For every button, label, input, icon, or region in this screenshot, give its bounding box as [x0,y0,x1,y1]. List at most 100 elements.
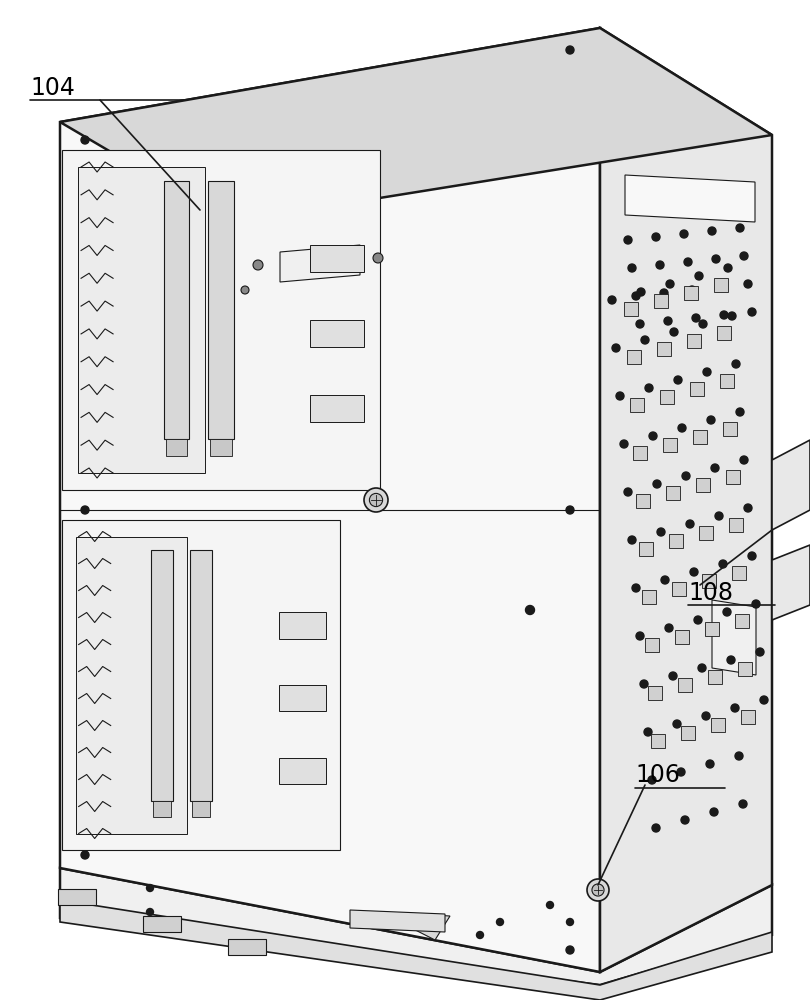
Polygon shape [143,916,181,932]
Circle shape [731,704,739,712]
Circle shape [640,680,648,688]
Circle shape [364,488,388,512]
Polygon shape [630,398,644,412]
Circle shape [373,253,383,263]
Circle shape [587,879,609,901]
Polygon shape [705,622,719,636]
Circle shape [592,884,604,896]
Circle shape [608,296,616,304]
Circle shape [684,258,692,266]
Circle shape [740,252,748,260]
Circle shape [727,656,735,664]
Circle shape [566,506,574,514]
Polygon shape [712,600,756,675]
Circle shape [732,360,740,368]
Circle shape [706,760,714,768]
Polygon shape [732,566,746,580]
Circle shape [699,320,707,328]
Polygon shape [642,590,656,604]
Polygon shape [681,726,695,740]
Polygon shape [58,889,96,905]
Circle shape [620,440,628,448]
Circle shape [652,233,660,241]
Polygon shape [636,494,650,508]
Polygon shape [166,439,187,456]
Polygon shape [660,390,674,404]
Circle shape [680,230,688,238]
Polygon shape [654,294,668,308]
Circle shape [673,720,681,728]
Polygon shape [211,439,232,456]
Circle shape [653,480,661,488]
Circle shape [674,376,682,384]
Polygon shape [60,868,772,985]
Circle shape [712,255,720,263]
Circle shape [636,632,644,640]
Polygon shape [690,382,704,396]
Circle shape [660,289,668,297]
Polygon shape [684,286,698,300]
Circle shape [735,752,743,760]
Circle shape [760,696,768,704]
Circle shape [497,918,504,926]
Circle shape [711,464,719,472]
Circle shape [641,336,649,344]
Circle shape [666,280,674,288]
Circle shape [566,946,574,954]
Polygon shape [310,320,364,347]
Polygon shape [729,518,743,532]
Circle shape [632,292,640,300]
Polygon shape [380,912,450,940]
Circle shape [81,851,89,859]
Polygon shape [624,302,638,316]
Polygon shape [208,181,234,439]
Circle shape [740,456,748,464]
Circle shape [369,493,382,507]
Circle shape [652,824,660,832]
Circle shape [682,472,690,480]
Polygon shape [76,536,187,834]
Polygon shape [699,526,713,540]
Polygon shape [62,520,340,850]
Circle shape [656,261,664,269]
Circle shape [632,584,640,592]
Circle shape [710,808,718,816]
Polygon shape [627,350,641,364]
Polygon shape [663,438,677,452]
Polygon shape [228,939,266,955]
Circle shape [547,902,553,908]
Polygon shape [669,534,683,548]
Polygon shape [310,395,364,422]
Circle shape [692,314,700,322]
Circle shape [715,512,723,520]
Polygon shape [711,718,725,732]
Circle shape [661,576,669,584]
Polygon shape [625,175,755,222]
Circle shape [476,932,484,938]
Circle shape [566,918,573,926]
Circle shape [628,264,636,272]
Circle shape [736,224,744,232]
Circle shape [703,368,711,376]
Circle shape [81,136,89,144]
Polygon shape [675,630,689,644]
Circle shape [739,800,747,808]
Polygon shape [738,662,752,676]
Circle shape [241,286,249,294]
Polygon shape [279,685,326,711]
Polygon shape [693,430,707,444]
Circle shape [707,416,715,424]
Circle shape [612,344,620,352]
Polygon shape [666,486,680,500]
Circle shape [698,664,706,672]
Circle shape [566,46,574,54]
Circle shape [744,504,752,512]
Polygon shape [678,678,692,692]
Polygon shape [62,150,380,490]
Polygon shape [696,478,710,492]
Circle shape [748,308,756,316]
Circle shape [677,768,685,776]
Polygon shape [60,900,772,1000]
Polygon shape [687,334,701,348]
Polygon shape [60,28,772,222]
